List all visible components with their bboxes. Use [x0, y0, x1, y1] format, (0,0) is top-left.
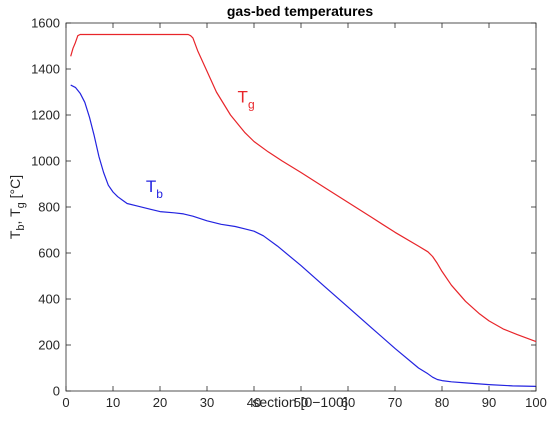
x-tick-label: 20 — [153, 395, 167, 410]
x-tick-label: 60 — [341, 395, 355, 410]
series-layer — [70, 33, 537, 387]
x-tick-label: 50 — [294, 395, 308, 410]
y-label-subscript: g — [15, 202, 27, 208]
annotation-sub: g — [248, 97, 255, 111]
y-axis-label: Tb, Tg [°C] — [7, 175, 27, 239]
series-line-Tb — [70, 84, 537, 387]
x-tick-label: 80 — [435, 395, 449, 410]
y-label-text: [°C] — [7, 175, 23, 202]
y-tick-label: 1000 — [31, 154, 60, 169]
y-tick-label: 0 — [53, 384, 60, 399]
series-line-Tg — [70, 33, 537, 343]
x-tick-label: 70 — [388, 395, 402, 410]
x-axis-label: section [0−100] — [252, 394, 347, 410]
y-tick-label: 1600 — [31, 16, 60, 31]
x-tick-label: 90 — [482, 395, 496, 410]
annotation-sub: b — [156, 187, 163, 201]
annotation-main: T — [146, 177, 156, 196]
y-label-subscript: b — [15, 224, 27, 230]
y-tick-label: 1400 — [31, 62, 60, 77]
x-tick-label: 10 — [106, 395, 120, 410]
annotation-main: T — [238, 87, 248, 106]
x-tick-label: 100 — [525, 395, 547, 410]
y-label-text: , T — [7, 208, 23, 225]
x-tick-label: 40 — [247, 395, 261, 410]
plot-area — [65, 22, 537, 392]
x-tick-label: 0 — [62, 395, 69, 410]
series-annotation-g: Tg — [238, 87, 255, 111]
y-tick-label: 400 — [38, 292, 60, 307]
x-tick-label: 30 — [200, 395, 214, 410]
plot-frame — [65, 22, 537, 392]
y-label-text: T — [7, 230, 23, 239]
y-tick-label: 600 — [38, 246, 60, 261]
series-annotation-b: Tb — [146, 177, 163, 201]
y-axis-ticks: 0 200 400 600 800 1000 1200 1400 1600 — [31, 16, 536, 399]
x-axis-ticks: 0 10 20 30 40 50 60 70 80 90 100 — [62, 23, 547, 410]
y-tick-label: 1200 — [31, 108, 60, 123]
y-tick-label: 200 — [38, 338, 60, 353]
chart-title: gas-bed temperatures — [227, 3, 373, 19]
y-tick-label: 800 — [38, 200, 60, 215]
